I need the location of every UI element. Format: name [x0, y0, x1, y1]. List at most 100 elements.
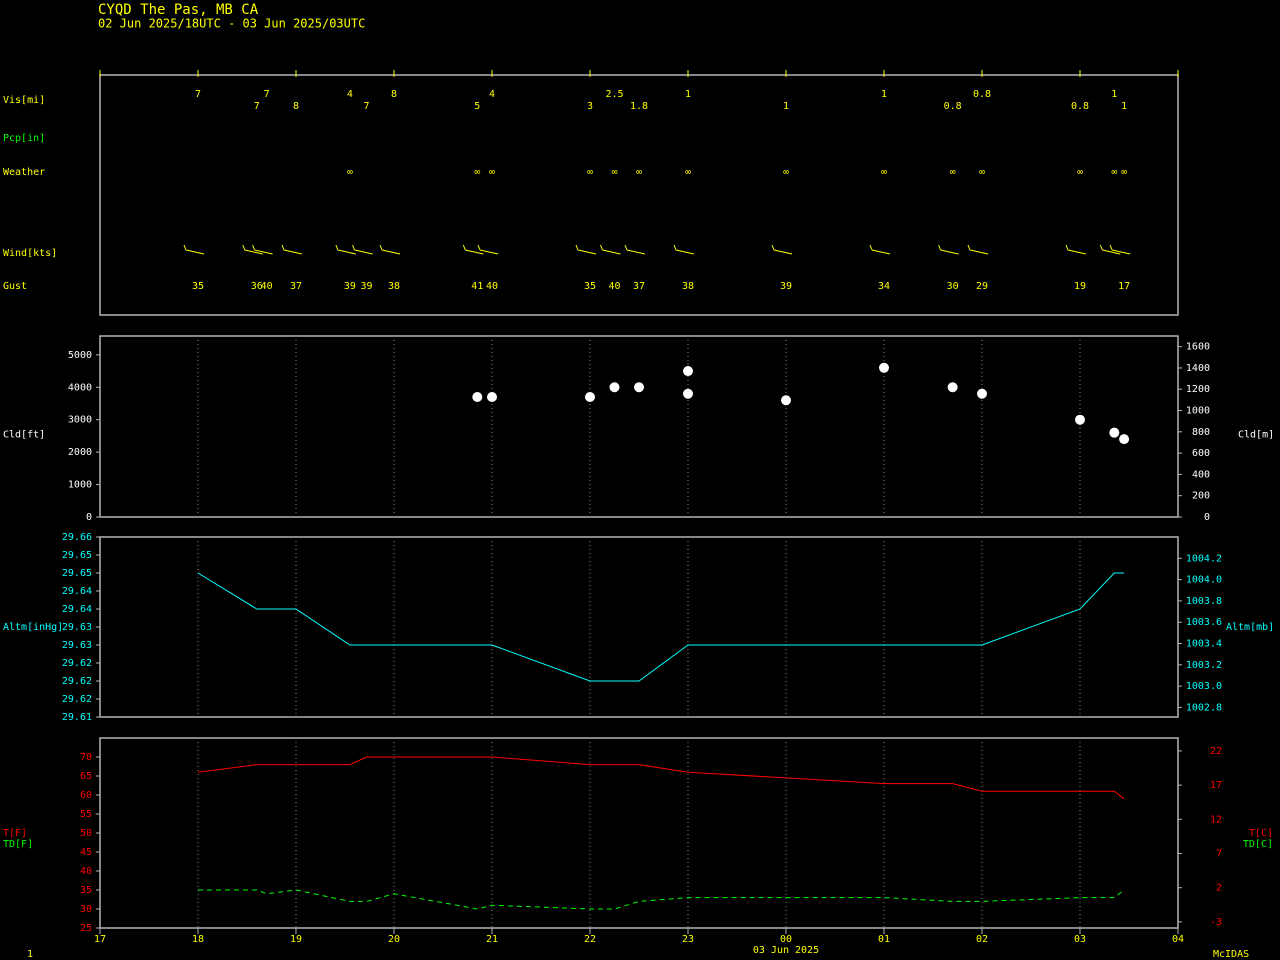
wind-barb [938, 244, 959, 255]
x-tick-label: 18 [192, 934, 204, 945]
gust: 37 [633, 281, 645, 292]
visibility: 1 [783, 101, 789, 112]
date-label: 03 Jun 2025 [753, 945, 819, 956]
obs-frame [99, 74, 1179, 316]
gust: 29 [976, 281, 988, 292]
y-tick-label: 29.64 [62, 604, 92, 615]
wind-barb [624, 244, 646, 255]
wind-barb [1099, 244, 1121, 255]
visibility: 3 [587, 101, 593, 112]
weather-symbol: ∞ [1077, 167, 1083, 178]
row-label: Vis[mi] [3, 95, 45, 106]
y-tick-label: 25 [80, 923, 92, 934]
wind-barb [600, 244, 621, 255]
visibility: 1.8 [630, 101, 648, 112]
weather-symbol: ∞ [611, 167, 617, 178]
x-tick-label: 21 [486, 934, 498, 945]
y2-tick-label: 1004.2 [1186, 553, 1222, 564]
y2-tick-label: 800 [1192, 427, 1210, 438]
y2-tick-label: 1600 [1186, 342, 1210, 353]
cloud-marker [585, 391, 595, 402]
y-tick-label: 35 [80, 885, 92, 896]
cloud-marker [879, 362, 889, 373]
y-tick-label: 45 [80, 847, 92, 858]
wind-barb [242, 244, 263, 255]
visibility: 7 [364, 101, 370, 112]
cloud-marker [683, 388, 693, 399]
gust: 38 [388, 281, 400, 292]
gust: 36 [251, 281, 263, 292]
legend-label: T[F] [3, 828, 27, 839]
x-tick-label: 01 [878, 934, 890, 945]
y2-tick-label: 22 [1210, 746, 1222, 757]
visibility: 2.5 [605, 89, 623, 100]
gust: 38 [682, 281, 694, 292]
y2-tick-label: -3 [1210, 917, 1222, 928]
x-tick-label: 23 [682, 934, 694, 945]
gust: 41 [471, 281, 483, 292]
y2-tick-label: 12 [1210, 814, 1222, 825]
y-tick-label: 70 [80, 752, 92, 763]
legend-label: TD[F] [3, 839, 33, 850]
wind-barb [462, 244, 484, 255]
visibility: 1 [1111, 89, 1117, 100]
y2-tick-label: 200 [1192, 491, 1210, 502]
x-tick-label: 02 [976, 934, 988, 945]
visibility: 0.8 [1071, 101, 1089, 112]
x-tick-label: 17 [94, 934, 106, 945]
legend-label-right: T[C] [1249, 828, 1273, 839]
gust: 39 [344, 281, 356, 292]
wind-barb [673, 244, 695, 255]
y-axis-label: Cld[ft] [3, 430, 45, 441]
x-tick-label: 03 [1074, 934, 1086, 945]
y2-tick-label: 7 [1216, 849, 1222, 860]
gust: 19 [1074, 281, 1086, 292]
visibility: 7 [195, 89, 201, 100]
weather-symbol: ∞ [1121, 167, 1127, 178]
visibility: 7 [264, 89, 270, 100]
weather-symbol: ∞ [1111, 167, 1117, 178]
gust: 40 [261, 281, 273, 292]
visibility: 0.8 [973, 89, 991, 100]
gust: 39 [361, 281, 373, 292]
y2-tick-label: 1003.2 [1186, 660, 1222, 671]
footer: McIDAS [1213, 949, 1249, 960]
gust: 39 [780, 281, 792, 292]
y-tick-label: 29.63 [62, 622, 92, 633]
wind-barb [967, 244, 989, 255]
wind-barb [335, 244, 357, 255]
y-tick-label: 29.65 [62, 550, 92, 561]
weather-symbol: ∞ [636, 167, 642, 178]
x-tick-label: 00 [780, 934, 792, 945]
weather-symbol: ∞ [587, 167, 593, 178]
y-tick-label: 60 [80, 790, 92, 801]
y-tick-label: 3000 [68, 415, 92, 426]
row-label: Pcp[in] [3, 133, 45, 144]
weather-symbol: ∞ [474, 167, 480, 178]
cloud-marker [609, 382, 620, 393]
visibility: 8 [391, 89, 397, 100]
y-tick-label: 4000 [68, 382, 92, 393]
title: CYQD The Pas, MB CA [98, 2, 259, 18]
wind-barb [1065, 244, 1087, 255]
cloud-marker [1109, 427, 1120, 438]
visibility: 1 [685, 89, 691, 100]
y-tick-label: 29.62 [62, 658, 92, 669]
y2-tick-label: 0 [1204, 512, 1210, 523]
y2-tick-label: 1003.0 [1186, 681, 1222, 692]
y-tick-label: 29.62 [62, 676, 92, 687]
y-tick-label: 50 [80, 828, 92, 839]
y2-tick-label: 1400 [1186, 363, 1210, 374]
cloud-marker [683, 366, 693, 377]
gust: 30 [947, 281, 959, 292]
visibility: 1 [1121, 101, 1127, 112]
row-label: Weather [3, 167, 45, 178]
wind-barb [869, 244, 891, 255]
cloud-marker [977, 388, 987, 399]
weather-symbol: ∞ [950, 167, 956, 178]
wind-barb [252, 244, 273, 255]
y-tick-label: 55 [80, 809, 92, 820]
y-tick-label: 65 [80, 771, 92, 782]
cloud-marker [1075, 414, 1085, 425]
y2-tick-label: 600 [1192, 448, 1210, 459]
